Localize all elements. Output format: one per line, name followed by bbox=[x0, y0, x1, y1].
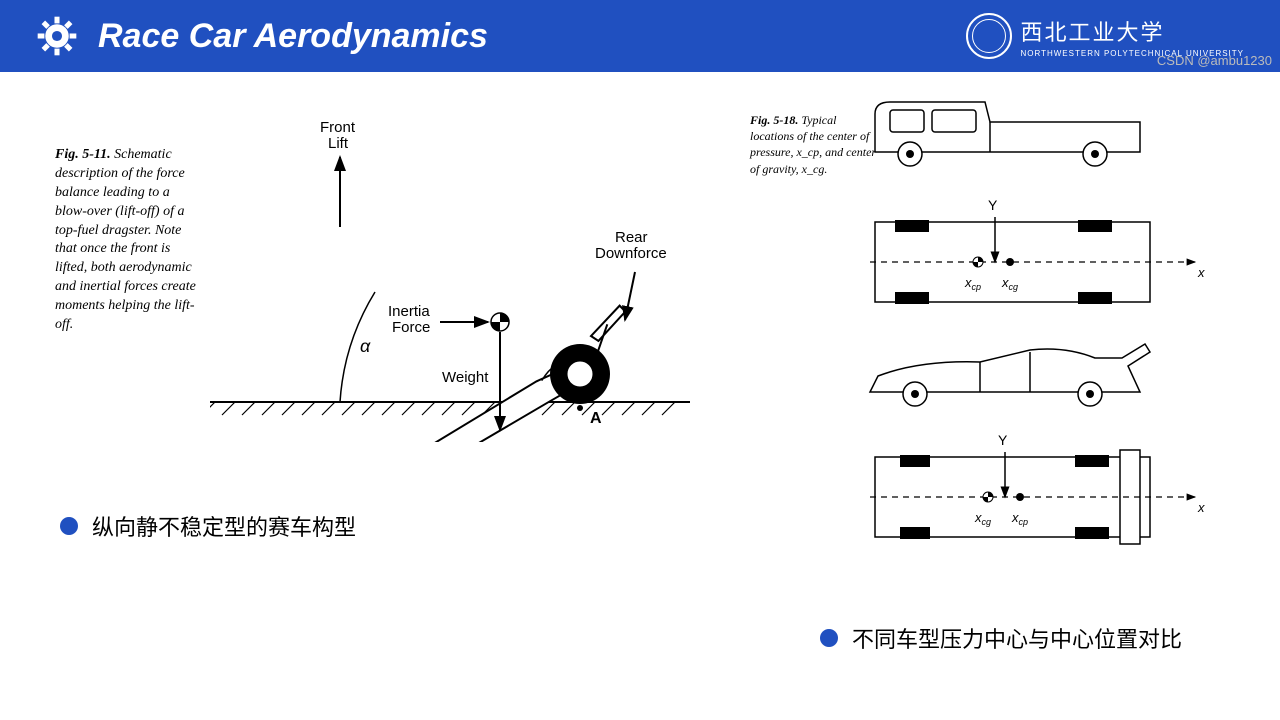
svg-text:x: x bbox=[1197, 265, 1205, 280]
bullet-2-text: 不同车型压力中心与中心位置对比 bbox=[852, 622, 1182, 654]
svg-text:x: x bbox=[1197, 500, 1205, 515]
svg-text:α: α bbox=[360, 336, 371, 356]
bullet-2: 不同车型压力中心与中心位置对比 bbox=[820, 622, 1182, 654]
svg-text:Y: Y bbox=[988, 197, 998, 213]
bullet-dot-icon bbox=[820, 629, 838, 647]
figure-label: Fig. 5-11. bbox=[55, 147, 111, 162]
svg-text:Y: Y bbox=[998, 432, 1008, 448]
university-name-cn: 西北工业大学 bbox=[1020, 15, 1244, 47]
bullet-dot-icon bbox=[60, 517, 78, 535]
svg-text:RearDownforce: RearDownforce bbox=[595, 229, 667, 262]
figure-label: Fig. 5-18. bbox=[750, 113, 798, 127]
svg-text:InertiaForce: InertiaForce bbox=[388, 303, 430, 336]
figure-caption-text: Schematic description of the force balan… bbox=[55, 147, 196, 332]
gear-icon bbox=[36, 15, 78, 57]
figure-5-11-caption: Fig. 5-11. Schematic description of the … bbox=[55, 146, 205, 335]
figure-5-11-diagram: α FrontLift RearDownforce InertiaForce W… bbox=[210, 102, 700, 442]
page-title: Race Car Aerodynamics bbox=[98, 17, 488, 56]
svg-text:Weight: Weight bbox=[442, 369, 489, 386]
bullet-1: 纵向静不稳定型的赛车构型 bbox=[60, 510, 356, 542]
bullet-1-text: 纵向静不稳定型的赛车构型 bbox=[92, 510, 356, 542]
university-logo-icon bbox=[966, 13, 1012, 59]
svg-text:FrontLift: FrontLift bbox=[320, 119, 356, 152]
watermark: CSDN @ambu1230 bbox=[1157, 53, 1272, 68]
svg-text:A: A bbox=[590, 410, 602, 427]
slide-header: Race Car Aerodynamics 西北工业大学 NORTHWESTER… bbox=[0, 0, 1280, 72]
figure-5-18-diagram: x Y xcp xcg x Y xcg xcp bbox=[860, 92, 1230, 592]
